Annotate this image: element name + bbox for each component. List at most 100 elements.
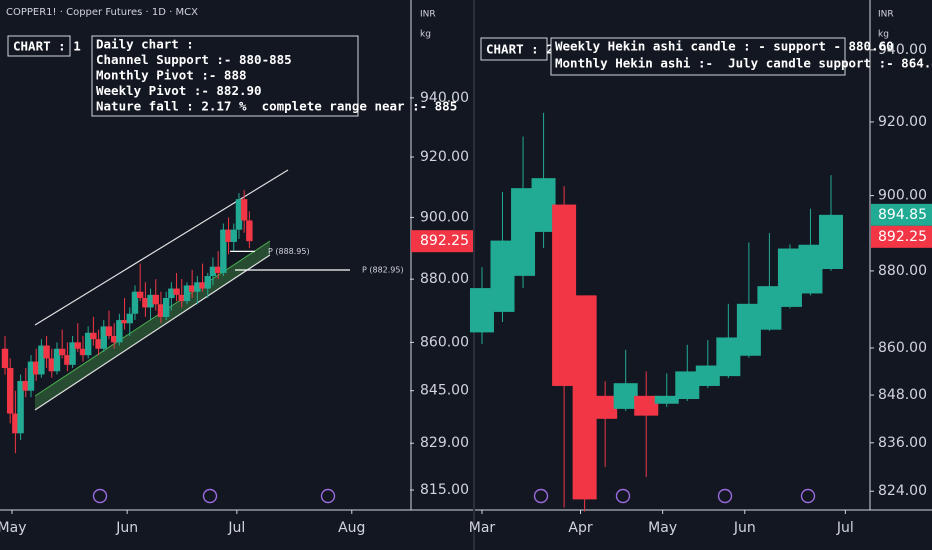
- axis-unit: INR: [878, 10, 894, 20]
- note-line: Daily chart :: [96, 37, 194, 52]
- title-box: [7, 35, 71, 57]
- candle-body: [121, 320, 128, 324]
- candle-body: [173, 288, 180, 295]
- candle-body: [654, 395, 679, 404]
- candle-body: [136, 291, 144, 298]
- candle-body: [572, 295, 597, 500]
- note-line: Weekly Hekin ashi candle : - support - 8…: [555, 39, 894, 54]
- note-line: Monthly Pivot :- 888: [96, 68, 247, 83]
- candle-body: [48, 358, 55, 372]
- y-tick-label: 920.00: [878, 114, 927, 130]
- x-tick-label: May: [648, 520, 677, 536]
- candle-body: [1, 348, 9, 369]
- candle-body: [126, 313, 133, 324]
- candle-body: [116, 320, 123, 343]
- candle-body: [162, 297, 170, 317]
- candle-body: [246, 220, 253, 242]
- note-line: Channel Support :- 880-885: [96, 52, 292, 67]
- axis-unit: kg: [878, 30, 889, 40]
- candle-body: [552, 204, 577, 386]
- y-tick-label: 920.00: [420, 149, 469, 165]
- pivot-label: P (888.95): [268, 247, 310, 256]
- candle-body: [53, 348, 61, 372]
- y-tick-label: 940.00: [878, 42, 927, 58]
- candle-body: [230, 229, 237, 242]
- y-tick-label: 845.00: [420, 383, 469, 399]
- candle-body: [22, 380, 29, 391]
- candle-body: [168, 288, 175, 298]
- candle-body: [64, 355, 71, 365]
- candle-body: [531, 178, 556, 232]
- candle-body: [225, 229, 232, 242]
- x-tick-label: Jul: [227, 520, 245, 536]
- candle-body: [593, 395, 618, 419]
- candle-body: [634, 395, 659, 416]
- y-tick-label: 860.00: [420, 334, 469, 350]
- candle-body: [214, 266, 222, 273]
- candle-body: [695, 365, 720, 386]
- candle-body: [716, 337, 741, 377]
- candle-body: [469, 288, 494, 333]
- price-label-box: [871, 203, 932, 226]
- candle-body: [675, 371, 700, 399]
- candle-body: [194, 282, 201, 292]
- candle-body: [798, 244, 823, 294]
- y-tick-label: 900.00: [878, 188, 927, 204]
- candle-body: [100, 326, 107, 349]
- y-tick-label: 829.00: [420, 435, 469, 451]
- y-tick-label: 880.00: [878, 263, 927, 279]
- candle-body: [188, 285, 196, 292]
- y-tick-label: 860.00: [878, 340, 927, 356]
- x-tick-label: Mar: [469, 520, 496, 536]
- candle-body: [204, 276, 211, 289]
- x-tick-label: Apr: [568, 520, 592, 536]
- candle-body: [43, 345, 50, 359]
- candle-body: [69, 342, 76, 365]
- y-tick-label: 900.00: [420, 209, 469, 225]
- y-tick-label: 824.00: [878, 483, 927, 499]
- candle-body: [818, 214, 843, 270]
- candle-body: [220, 229, 227, 273]
- x-tick-label: Jun: [733, 520, 756, 536]
- channel-support: [34, 240, 271, 397]
- note-line: Nature fall : 2.17 % complete range near…: [96, 99, 457, 114]
- candle-body: [199, 282, 206, 289]
- candle-body: [12, 413, 19, 434]
- candle-body: [736, 303, 761, 356]
- candle-body: [157, 304, 165, 317]
- candle-body: [38, 345, 45, 375]
- candle-body: [235, 199, 243, 230]
- channel-upper: [34, 169, 289, 326]
- candle-body: [32, 361, 40, 375]
- candle-body: [131, 291, 139, 314]
- chart-title: CHART : 2: [486, 42, 554, 57]
- candle-body: [110, 335, 118, 343]
- notes-box: [550, 37, 846, 76]
- y-tick-label: 880.00: [420, 271, 469, 287]
- price-label: 892.25: [420, 233, 469, 249]
- price-label: 892.25: [878, 229, 927, 245]
- x-tick-label: Jul: [836, 520, 854, 536]
- candle-body: [79, 348, 87, 356]
- candle-body: [152, 294, 159, 305]
- candle-body: [6, 368, 14, 414]
- x-tick-label: May: [0, 520, 26, 536]
- candle-body: [613, 383, 638, 409]
- axis-unit: kg: [420, 30, 431, 40]
- title-box: [480, 37, 548, 61]
- notes-box: [91, 35, 359, 117]
- candle-body: [95, 339, 102, 349]
- price-label-box: [871, 225, 932, 248]
- x-tick-label: Aug: [338, 520, 365, 536]
- chart-title: CHART : 1: [13, 39, 81, 54]
- note-line: Monthly Hekin ashi :- July candle suppor…: [555, 56, 932, 71]
- candle-body: [27, 361, 35, 391]
- price-label-box: [411, 230, 473, 253]
- candle-body: [105, 326, 113, 336]
- pivot-label: P (882.95): [362, 265, 404, 274]
- y-tick-label: 836.00: [878, 435, 927, 451]
- axis-unit: INR: [420, 10, 436, 20]
- y-tick-label: 815.00: [420, 482, 469, 498]
- candle-body: [183, 285, 191, 302]
